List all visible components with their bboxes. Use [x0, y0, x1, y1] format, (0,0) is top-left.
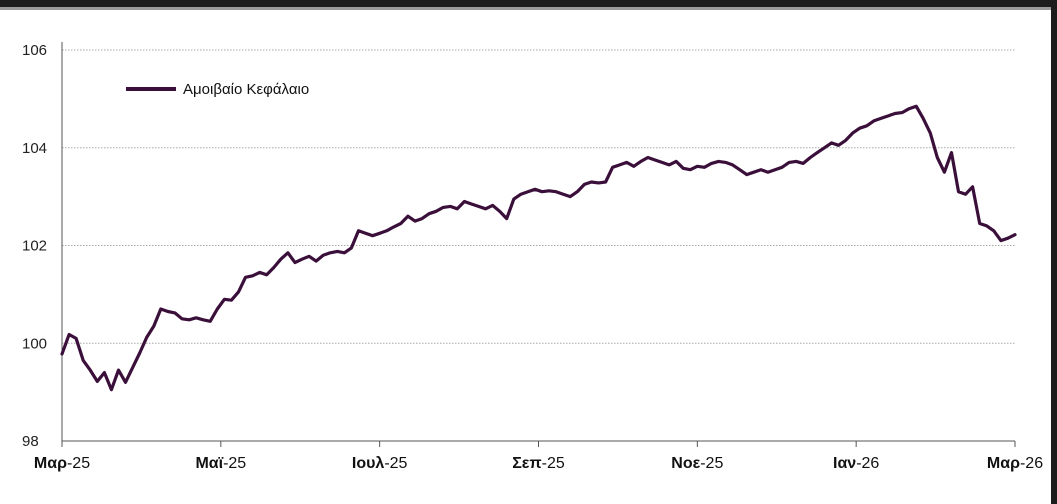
series-layer — [60, 104, 1017, 392]
x-tick-labels: Μαρ-25 Μαϊ-25 Ιουλ-25 Σεπ-25 Νοε-25 Ιαν-26 Μαρ… — [34, 455, 1043, 472]
y-tick-label: 104 — [22, 140, 47, 157]
x-tick-label: Σεπ-25 — [512, 455, 565, 472]
y-tick-label: 100 — [22, 335, 47, 352]
x-tick-label: Μαϊ-25 — [195, 455, 246, 472]
y-tick-label: 106 — [22, 42, 47, 59]
series-line — [60, 104, 1017, 392]
legend-label: Αμοιβαίο Κεφάλαιο — [183, 81, 309, 98]
y-tick-label: 98 — [22, 433, 39, 450]
x-tick-label: Ιαν-26 — [833, 455, 879, 472]
axes — [61, 42, 1016, 447]
y-tick-labels: 98 100 102 104 106 — [22, 42, 47, 450]
x-tick-label: Νοε-25 — [671, 455, 723, 472]
x-tick-label: Ιουλ-25 — [352, 455, 408, 472]
x-tick-label: Μαρ-25 — [34, 455, 90, 472]
x-tick-label: Μαρ-26 — [987, 455, 1043, 472]
legend: Αμοιβαίο Κεφάλαιο — [126, 81, 309, 98]
y-tick-label: 102 — [22, 238, 47, 255]
